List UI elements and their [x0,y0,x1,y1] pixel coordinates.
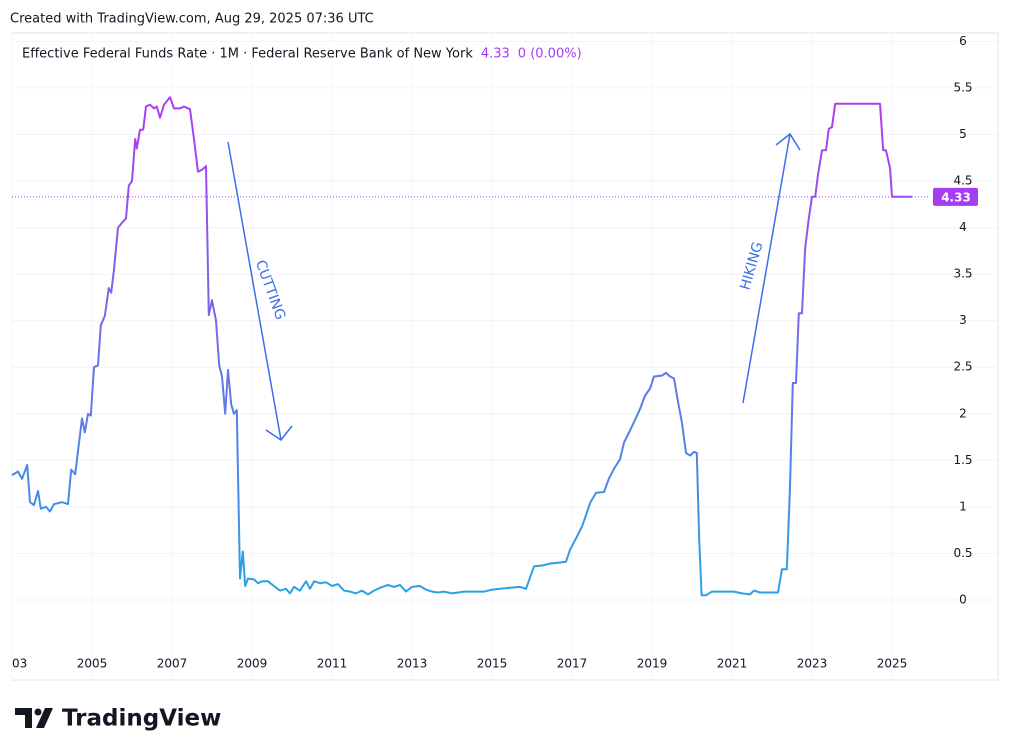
x-tick-label: 2007 [157,657,188,671]
hike-arrow [742,132,801,404]
x-tick-label: 2005 [77,657,108,671]
price-label-bg [933,187,978,206]
x-tick-label: 2025 [877,657,908,671]
x-tick-label: 2017 [557,657,588,671]
frame [11,32,999,681]
y-tick-label: 1 [959,499,967,513]
x-tick-label: 2015 [477,657,508,671]
y-tick-label: 4 [959,220,967,234]
y-tick-label: 3 [959,313,967,327]
y-tick-label: 5.5 [953,80,972,94]
y-tick-label: 3.5 [953,267,972,281]
cut-arrow [227,141,293,442]
header-bg [16,42,611,66]
y-tick-label: 5 [959,127,967,141]
y-tick-label: 2 [959,406,967,420]
y-tick-label: 0 [959,592,967,606]
x-tick-label: 03 [12,657,27,671]
y-tick-label: 2.5 [953,360,972,374]
created-note: Created with TradingView.com, Aug 29, 20… [10,12,374,27]
x-tick-label: 2019 [637,657,668,671]
brand: TradingView [62,706,221,732]
y-tick-label: 1.5 [953,453,972,467]
plot: 0 0.5 1 1.5 2 2.5 3 3.5 4 4.5 5 5.5 6 03 2005 2007 2009 2… [11,33,998,680]
logo-icon [15,708,53,728]
y-tick-label: 4.5 [953,174,972,188]
change: 0 (0.00%) [518,47,582,62]
series-title: Effective Federal Funds Rate · 1M · Fede… [22,47,473,62]
series-line [11,96,912,597]
annotation: HIKING [738,240,767,292]
last-value: 4.33 [481,47,510,62]
x-tick-label: 2023 [797,657,828,671]
y-tick-label: 6 [959,34,967,48]
annotation: CUTTING [252,258,288,322]
x-tick-label: 2013 [397,657,428,671]
y-tick-label: 0.5 [953,546,972,560]
price-label: 4.33 [941,190,971,204]
x-tick-label: 2011 [317,657,348,671]
x-tick-label: 2021 [717,657,748,671]
x-tick-label: 2009 [237,657,268,671]
